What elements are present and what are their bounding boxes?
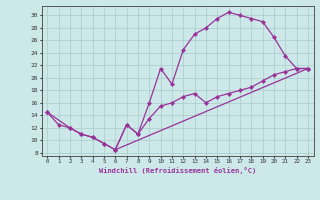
X-axis label: Windchill (Refroidissement éolien,°C): Windchill (Refroidissement éolien,°C) — [99, 167, 256, 174]
